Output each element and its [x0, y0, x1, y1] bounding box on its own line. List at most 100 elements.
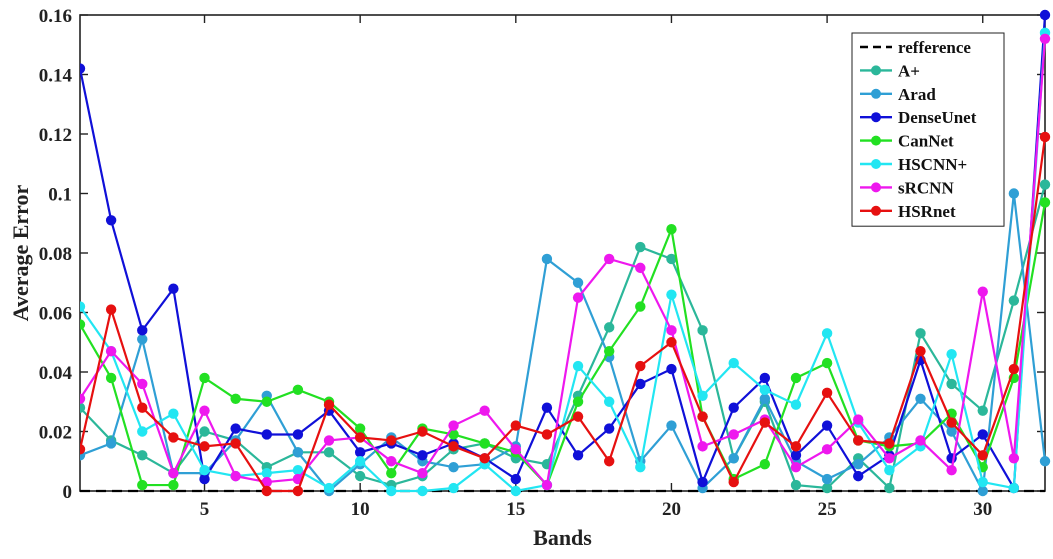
- data-point: [261, 476, 272, 488]
- data-point: [946, 378, 957, 390]
- data-point: [759, 417, 771, 428]
- legend-marker: [871, 65, 881, 76]
- series-hsrnet: [80, 131, 1051, 497]
- data-point: [386, 485, 397, 497]
- legend-label: DenseUnet: [898, 108, 977, 127]
- data-point: [884, 438, 895, 449]
- data-point: [479, 453, 490, 464]
- data-point: [666, 253, 677, 265]
- legend-marker: [871, 182, 881, 193]
- data-point: [354, 470, 366, 482]
- legend-item: A+: [860, 61, 920, 80]
- data-point: [105, 345, 117, 357]
- data-point: [105, 372, 117, 384]
- data-point: [759, 393, 771, 404]
- data-point: [541, 253, 553, 265]
- x-tick-label: 10: [351, 499, 370, 520]
- legend-item: Arad: [860, 85, 936, 104]
- series-line: [80, 136, 1047, 493]
- data-point: [199, 372, 210, 384]
- data-point: [728, 357, 739, 369]
- legend-marker: [871, 135, 881, 146]
- data-point: [230, 423, 241, 434]
- data-point: [790, 450, 802, 461]
- data-point: [448, 462, 459, 473]
- legend-marker: [871, 205, 881, 216]
- data-point: [821, 357, 833, 369]
- data-point: [946, 348, 957, 360]
- data-point: [199, 426, 210, 437]
- data-point: [946, 464, 957, 476]
- data-point: [386, 467, 397, 479]
- data-point: [137, 450, 148, 461]
- data-point: [261, 467, 272, 479]
- data-point: [417, 426, 428, 437]
- data-point: [230, 438, 241, 449]
- data-point: [666, 337, 677, 348]
- data-point: [230, 393, 241, 404]
- data-point: [977, 485, 988, 497]
- legend-marker: [871, 88, 881, 99]
- data-point: [977, 476, 988, 488]
- data-point: [759, 384, 771, 396]
- data-point: [821, 328, 833, 339]
- data-point: [261, 485, 272, 497]
- legend-label: A+: [898, 61, 920, 80]
- data-point: [1039, 197, 1051, 208]
- data-point: [386, 456, 397, 467]
- data-point: [697, 441, 708, 452]
- data-point: [915, 435, 926, 446]
- y-tick-label: 0.12: [39, 125, 72, 146]
- data-point: [572, 277, 584, 288]
- x-tick-label: 5: [200, 499, 210, 520]
- data-point: [790, 462, 802, 473]
- data-point: [977, 450, 988, 461]
- data-point: [168, 283, 179, 294]
- data-point: [80, 393, 86, 404]
- y-tick-label: 0.06: [39, 304, 72, 325]
- data-point: [292, 447, 304, 458]
- data-point: [790, 479, 802, 491]
- data-point: [80, 63, 86, 74]
- data-point: [572, 292, 584, 303]
- x-tick-label: 20: [662, 499, 681, 520]
- legend: refference A+ Arad DenseUnet CanNet HSCNN+ sRC…: [851, 32, 1005, 227]
- data-point: [417, 467, 428, 479]
- data-point: [137, 426, 148, 437]
- data-point: [884, 464, 895, 476]
- data-point: [977, 405, 988, 416]
- legend-label: sRCNN: [898, 178, 954, 197]
- data-point: [137, 402, 148, 413]
- data-point: [137, 334, 148, 345]
- legend-label: CanNet: [898, 132, 954, 151]
- data-point: [728, 429, 739, 440]
- data-point: [635, 378, 646, 390]
- data-point: [666, 224, 677, 235]
- data-point: [728, 402, 739, 413]
- data-point: [790, 441, 802, 452]
- data-point: [915, 393, 926, 404]
- series-line: [80, 202, 1047, 488]
- data-point: [1008, 482, 1020, 494]
- data-point: [1039, 9, 1051, 21]
- legend-marker: [871, 159, 881, 169]
- data-point: [946, 417, 957, 428]
- data-point: [572, 450, 584, 461]
- data-point: [510, 444, 522, 455]
- legend-box: [851, 32, 1005, 227]
- data-point: [354, 456, 366, 467]
- data-point: [292, 429, 304, 440]
- data-point: [137, 479, 148, 491]
- data-point: [697, 325, 708, 336]
- y-tick-label: 0.16: [39, 6, 72, 27]
- y-tick-label: 0: [63, 482, 73, 503]
- data-point: [635, 462, 646, 473]
- series-line: [80, 38, 1047, 488]
- x-tick-label: 15: [506, 499, 525, 520]
- data-point: [479, 405, 490, 416]
- legend-marker: [871, 112, 881, 123]
- data-point: [417, 485, 428, 497]
- data-point: [946, 426, 957, 437]
